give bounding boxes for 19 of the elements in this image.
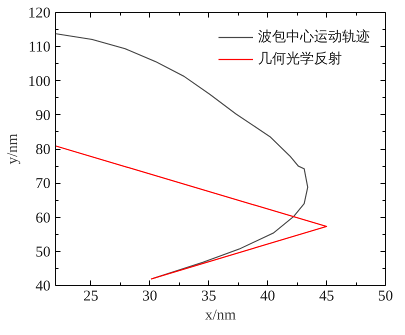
x-tick-label: 25 [83,288,98,304]
y-tick-label: 100 [28,74,50,90]
x-tick-label: 45 [319,288,334,304]
legend-label: 波包中心运动轨迹 [258,28,370,46]
x-tick-label: 30 [142,288,158,304]
y-tick-label: 120 [28,6,50,22]
y-tick-label: 90 [36,108,50,124]
y-tick-label: 40 [36,278,50,294]
y-tick-label: 80 [36,142,50,158]
legend-label: 几何光学反射 [258,50,342,68]
x-tick-label: 35 [201,288,216,304]
y-tick-label: 70 [36,176,50,192]
y-tick-label: 50 [36,244,50,260]
y-tick-label: 60 [36,210,50,226]
y-tick-label: 110 [28,40,51,56]
x-axis-title: x/nm [205,308,236,324]
x-tick-label: 50 [378,288,393,304]
x-tick-label: 40 [260,288,276,304]
y-axis-title: y/nm [5,133,21,164]
